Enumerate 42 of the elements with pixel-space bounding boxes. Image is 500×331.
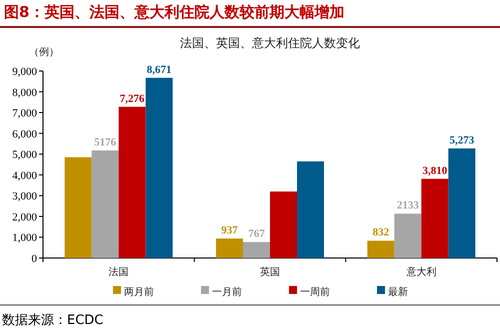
data-label: 5,273 — [449, 134, 475, 146]
chart-subtitle: 法国、英国、意大利住院人数变化 — [180, 36, 360, 50]
bar — [367, 240, 394, 258]
y-tick-label: 5,000 — [12, 149, 38, 162]
bar — [421, 178, 448, 258]
x-tick-label: 英国 — [260, 266, 280, 278]
data-label: 7,276 — [120, 92, 146, 105]
y-tick-label: 3,000 — [12, 190, 38, 203]
data-label: 8,671 — [146, 64, 172, 76]
data-label: 5176 — [94, 136, 117, 148]
data-label: 937 — [221, 224, 238, 237]
bar — [297, 161, 324, 258]
y-tick-label: 2,000 — [12, 211, 38, 224]
y-tick-label: 0 — [32, 253, 38, 265]
y-tick-label: 4,000 — [12, 170, 38, 182]
legend-label: 一月前 — [212, 286, 242, 298]
y-tick-label: 9,000 — [12, 66, 38, 78]
source-note: 数据来源：ECDC — [2, 313, 104, 328]
legend-label: 最新 — [388, 286, 408, 298]
bar — [118, 106, 146, 258]
data-label: 3,810 — [422, 164, 448, 177]
chart-title: 图8：英国、法国、意大利住院人数较前期大幅增加 — [4, 3, 344, 21]
legend-label: 两月前 — [124, 286, 154, 298]
y-tick-label: 7,000 — [12, 108, 38, 120]
bar — [394, 214, 422, 258]
bar — [64, 157, 92, 258]
data-label: 832 — [372, 226, 390, 239]
y-tick-label: 8,000 — [12, 86, 38, 99]
bar — [448, 148, 476, 258]
x-tick-label: 意大利 — [405, 266, 436, 278]
bar — [270, 192, 297, 258]
y-tick-label: 6,000 — [12, 128, 38, 140]
bar — [216, 238, 243, 258]
data-label: 767 — [248, 228, 266, 240]
data-label: 2133 — [396, 200, 420, 212]
y-axis-title: （例） — [29, 47, 59, 58]
y-tick-label: 1,000 — [12, 232, 38, 244]
x-tick-label: 法国 — [108, 266, 129, 278]
bar — [146, 78, 173, 258]
legend-label: 一周前 — [300, 286, 330, 298]
bar — [92, 150, 119, 258]
bar — [243, 242, 270, 258]
